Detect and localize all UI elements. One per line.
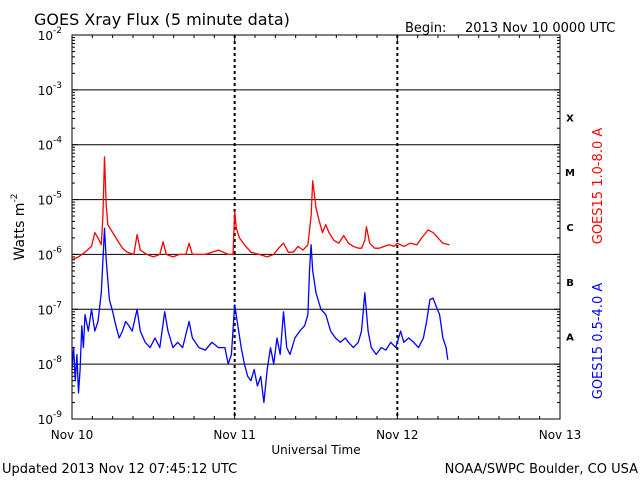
flare-class-label: B <box>566 278 574 289</box>
y-axis-label: Watts m-2 <box>10 194 28 261</box>
y-tick-exponent: -8 <box>53 355 62 365</box>
y-tick-base: 10 <box>38 194 53 208</box>
legend-short-channel: GOES15 0.5-4.0 A <box>591 283 606 400</box>
y-tick-base: 10 <box>38 358 53 372</box>
y-tick-exponent: -3 <box>53 81 62 91</box>
y-tick-base: 10 <box>38 303 53 317</box>
y-tick-exponent: -2 <box>53 26 62 36</box>
y-tick-label: 10-5 <box>38 191 62 208</box>
y-tick-base: 10 <box>38 248 53 262</box>
flare-class-label: X <box>566 113 574 124</box>
x-axis-label: Universal Time <box>271 443 360 457</box>
y-tick-label: 10-8 <box>38 355 63 372</box>
y-tick-base: 10 <box>38 29 53 43</box>
flare-class-label: A <box>566 333 574 344</box>
y-tick-base: 10 <box>38 84 53 98</box>
legend-long-channel: GOES15 1.0-8.0 A <box>591 128 606 245</box>
gridlines <box>72 89 560 365</box>
y-tick-label: 10-2 <box>38 26 62 43</box>
flare-class-label: M <box>565 168 575 179</box>
x-axis: Nov 10 Nov 11 Nov 12 Nov 13 <box>51 35 582 442</box>
data-series <box>71 156 450 404</box>
y-tick-label: 10-9 <box>38 410 63 427</box>
x-tick-label: Nov 13 <box>539 428 582 442</box>
y-axis-label-exponent: -2 <box>10 194 20 203</box>
y-tick-exponent: -5 <box>53 191 62 201</box>
y-tick-label: 10-6 <box>38 245 63 262</box>
y-tick-exponent: -7 <box>53 300 62 310</box>
source-credit: NOAA/SWPC Boulder, CO USA <box>445 462 638 477</box>
y-tick-label: 10-7 <box>38 300 62 317</box>
series-line-0 <box>71 156 450 261</box>
chart-title: GOES Xray Flux (5 minute data) <box>34 10 290 29</box>
plot-frame <box>71 34 561 420</box>
y-axis-label-text: Watts m <box>12 203 28 261</box>
series-line-1 <box>71 227 449 404</box>
x-tick-label: Nov 10 <box>51 428 94 442</box>
x-tick-label: Nov 12 <box>376 428 419 442</box>
begin-value: 2013 Nov 10 0000 UTC <box>465 21 615 36</box>
y-tick-exponent: -4 <box>53 136 62 146</box>
begin-label: Begin: <box>405 21 446 36</box>
y-tick-exponent: -6 <box>53 245 62 255</box>
y-tick-base: 10 <box>38 139 53 153</box>
updated-timestamp: Updated 2013 Nov 12 07:45:12 UTC <box>2 462 237 477</box>
x-tick-label: Nov 11 <box>213 428 256 442</box>
y-tick-base: 10 <box>38 413 53 427</box>
y-tick-exponent: -9 <box>53 410 62 420</box>
y-tick-label: 10-4 <box>38 136 63 153</box>
y-tick-label: 10-3 <box>38 81 62 98</box>
flare-class-labels: X M C B A <box>565 113 575 343</box>
flare-class-label: C <box>566 223 573 234</box>
